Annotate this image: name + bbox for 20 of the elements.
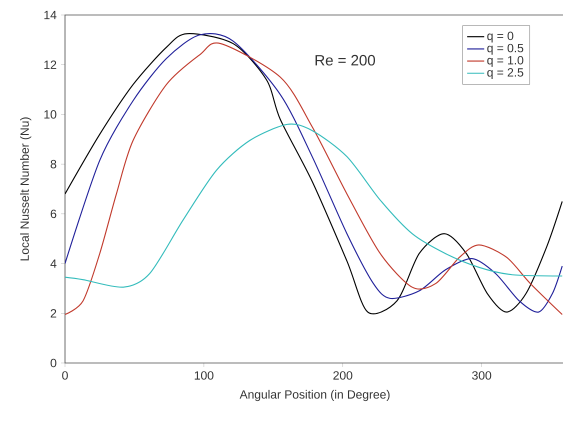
x-tick-label: 200 bbox=[333, 371, 352, 380]
x-axis-title: Angular Position (in Degree) bbox=[240, 390, 390, 402]
legend-label: q = 2.5 bbox=[487, 68, 524, 80]
y-tick-label: 14 bbox=[44, 10, 56, 20]
x-tick-label: 300 bbox=[472, 371, 492, 380]
x-tick-label: 100 bbox=[194, 371, 214, 380]
y-tick-label: 0 bbox=[50, 358, 56, 368]
legend-label: q = 0 bbox=[487, 32, 514, 43]
y-tick-label: 10 bbox=[44, 110, 56, 119]
legend-label: q = 1.0 bbox=[487, 56, 524, 67]
y-tick-label: 12 bbox=[44, 60, 56, 69]
y-tick-label: 6 bbox=[50, 210, 56, 218]
y-tick-label: 2 bbox=[50, 309, 56, 318]
x-tick-label: 0 bbox=[62, 371, 68, 380]
legend-label: q = 0.5 bbox=[487, 44, 524, 55]
line-series bbox=[65, 124, 563, 288]
y-axis-title: Local Nusselt Number (Nu) bbox=[20, 117, 32, 260]
y-tick-label: 4 bbox=[50, 259, 56, 268]
annotation: Re = 200 bbox=[316, 54, 376, 66]
y-tick-label: 8 bbox=[50, 160, 56, 168]
